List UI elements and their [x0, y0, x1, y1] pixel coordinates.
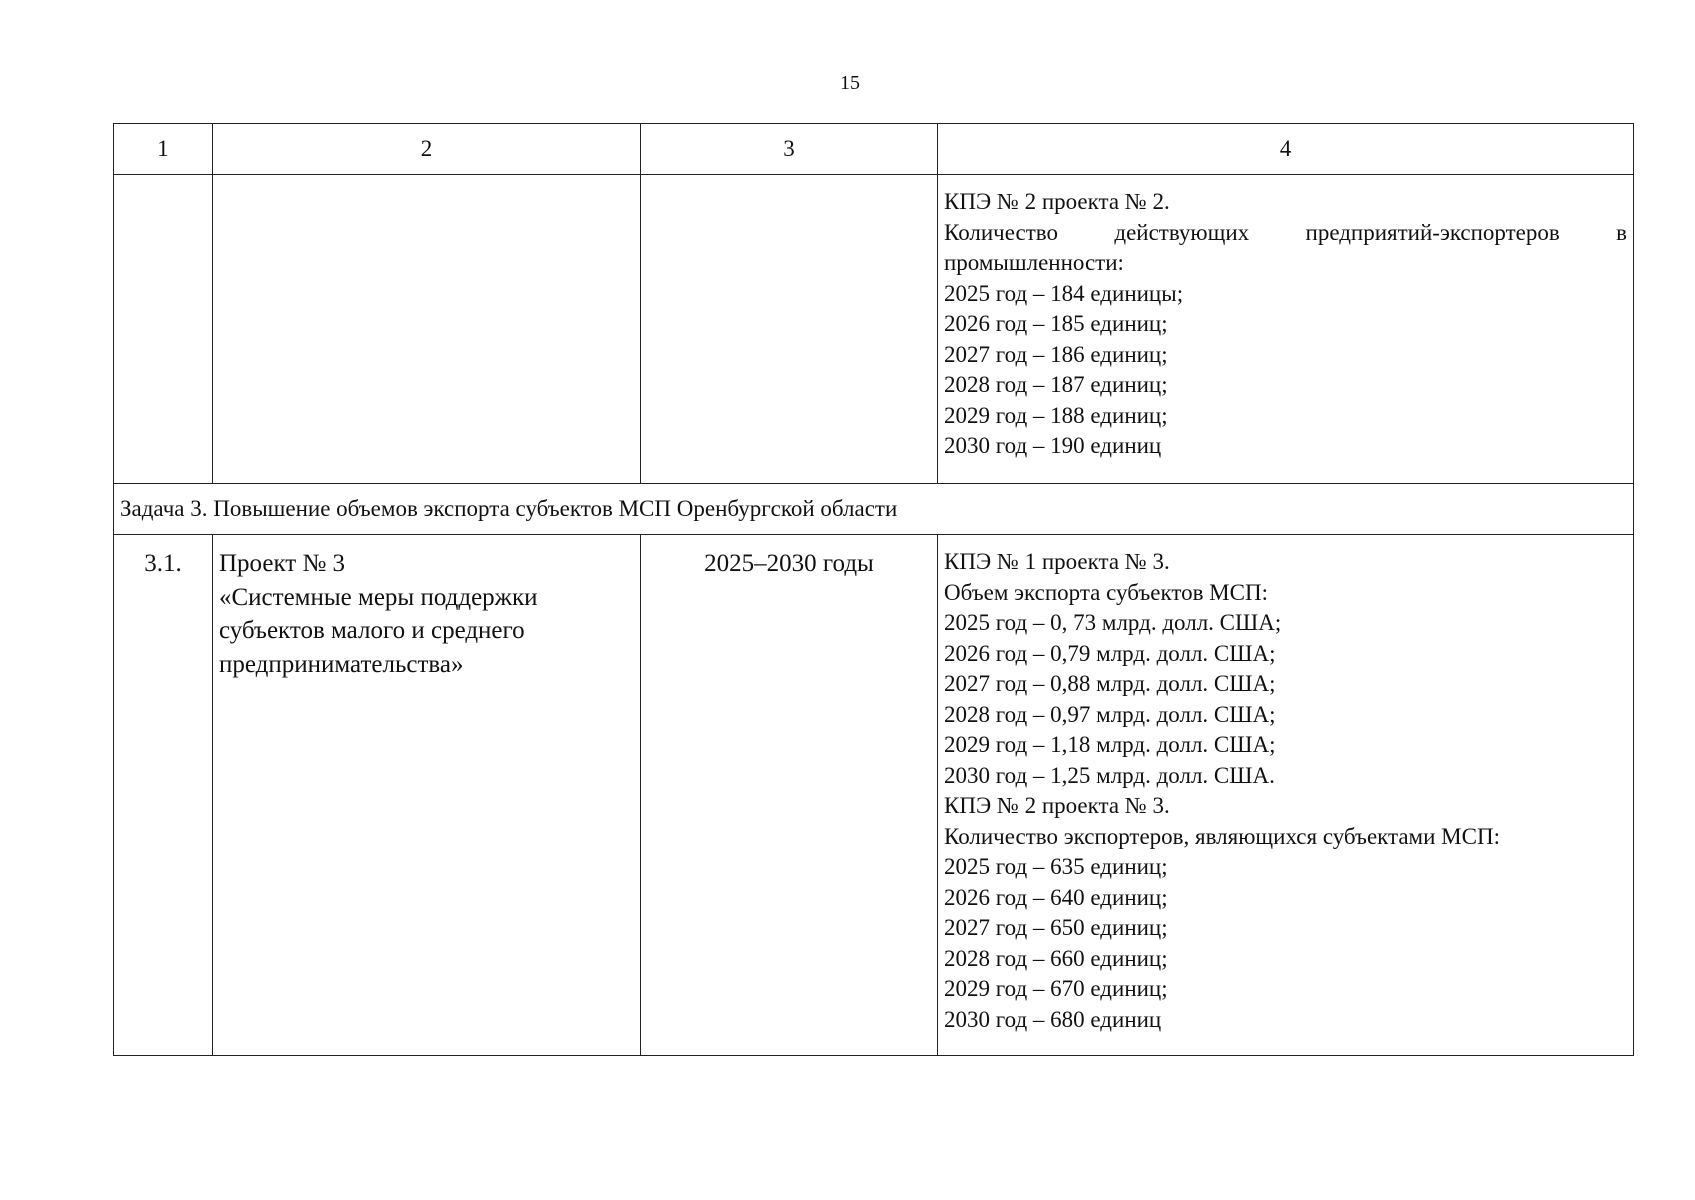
kpi-value: 2027 год – 650 единиц;: [944, 915, 1168, 940]
kpi-value: 2028 год – 0,97 млрд. долл. США;: [944, 701, 1276, 727]
kpi-value: 2027 год – 186 единиц;: [944, 341, 1168, 367]
project-name: Проект № 3: [219, 550, 346, 577]
kpi-description: промышленности:: [944, 250, 1124, 275]
kpi-description: Количество экспортеров, являющихся субъе…: [944, 823, 1500, 849]
kpi-value: 2030 год – 1,25 млрд. долл. США.: [944, 762, 1275, 788]
kpi-description: Количество действующих предприятий-экспо…: [944, 219, 1627, 245]
cell-empty: [212, 174, 641, 484]
table-row: КПЭ № 2 проекта № 2. Количество действую…: [113, 174, 1634, 484]
table-row: 3.1. Проект № 3 «Системные меры поддержк…: [113, 534, 1634, 1056]
project-name: предпринимательства»: [219, 650, 464, 678]
period-cell: 2025–2030 годы: [640, 534, 938, 1056]
kpi-value: 2030 год – 190 единиц: [944, 433, 1162, 458]
row-number: 3.1.: [113, 534, 213, 1056]
kpi-value: 2029 год – 188 единиц;: [944, 402, 1168, 428]
kpi-value: 2030 год – 680 единиц: [944, 1006, 1162, 1032]
kpi-cell: КПЭ № 2 проекта № 2. Количество действую…: [937, 174, 1634, 484]
header-col-3: 3: [640, 123, 938, 175]
kpi-value: 2029 год – 1,18 млрд. долл. США;: [944, 732, 1276, 757]
cell-empty: [113, 174, 213, 484]
header-col-2: 2: [212, 123, 641, 175]
data-table: 1 2 3 4 КПЭ № 2 проекта № 2. Количество …: [113, 123, 1634, 1056]
project-name: «Системные меры поддержки: [219, 583, 538, 611]
header-col-4: 4: [937, 123, 1634, 175]
kpi-value: 2028 год – 187 единиц;: [944, 372, 1168, 397]
kpi-value: 2028 год – 660 единиц;: [944, 945, 1168, 971]
task-title: Задача 3. Повышение объемов экспорта суб…: [113, 483, 1634, 535]
kpi-value: 2025 год – 184 единицы;: [944, 280, 1184, 306]
project-name: субъектов малого и среднего: [219, 617, 525, 644]
header-row: 1 2 3 4: [113, 123, 1634, 175]
kpi-value: 2029 год – 670 единиц;: [944, 976, 1168, 1001]
kpi-description: Объем экспорта субъектов МСП:: [944, 579, 1268, 605]
project-cell: Проект № 3 «Системные меры поддержки суб…: [212, 534, 641, 1056]
kpi-cell: КПЭ № 1 проекта № 3. Объем экспорта субъ…: [937, 534, 1634, 1056]
kpi-title: КПЭ № 2 проекта № 2.: [944, 189, 1170, 214]
kpi-value: 2026 год – 0,79 млрд. долл. США;: [944, 640, 1276, 666]
kpi-value: 2026 год – 185 единиц;: [944, 311, 1168, 336]
page-number: 15: [840, 72, 860, 94]
task-row: Задача 3. Повышение объемов экспорта суб…: [113, 483, 1634, 535]
kpi-value: 2027 год – 0,88 млрд. долл. США;: [944, 671, 1276, 696]
cell-empty: [640, 174, 938, 484]
kpi-title: КПЭ № 2 проекта № 3.: [944, 793, 1170, 818]
kpi-value: 2025 год – 635 единиц;: [944, 854, 1168, 879]
kpi-title: КПЭ № 1 проекта № 3.: [944, 549, 1170, 574]
kpi-value: 2026 год – 640 единиц;: [944, 884, 1168, 910]
header-col-1: 1: [113, 123, 213, 175]
kpi-value: 2025 год – 0, 73 млрд. долл. США;: [944, 610, 1282, 635]
